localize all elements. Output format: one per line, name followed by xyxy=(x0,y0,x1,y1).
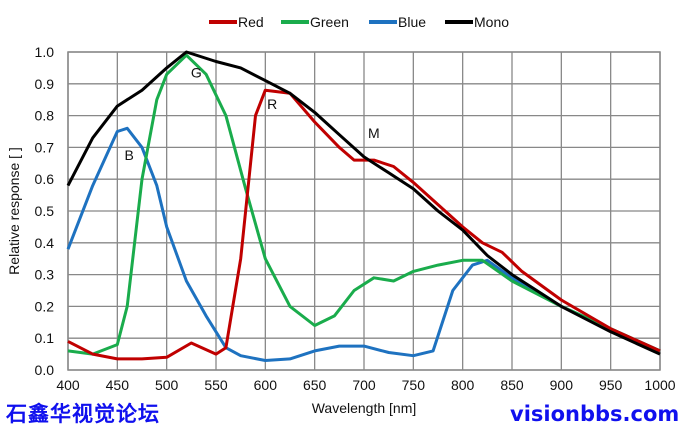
series-line-red xyxy=(67,88,661,361)
x-tick-label: 400 xyxy=(56,377,80,393)
x-tick-label: 450 xyxy=(106,377,130,393)
series-line-green xyxy=(67,53,661,356)
x-axis-label: Wavelength [nm] xyxy=(312,400,417,416)
watermark-url: visionbbs.com xyxy=(510,402,680,426)
y-tick-label: 1.0 xyxy=(35,44,55,60)
series-annotation-red: R xyxy=(267,96,277,112)
series-line-mono xyxy=(66,50,661,356)
x-tick-label: 1000 xyxy=(644,377,675,393)
x-tick-label: 850 xyxy=(500,377,524,393)
x-tick-label: 650 xyxy=(303,377,327,393)
y-tick-label: 0.1 xyxy=(35,330,55,346)
series-annotation-blue: B xyxy=(125,147,134,163)
x-tick-label: 550 xyxy=(204,377,228,393)
legend-label-green: Green xyxy=(310,14,349,30)
x-tick-label: 750 xyxy=(402,377,426,393)
y-tick-label: 0.6 xyxy=(35,171,55,187)
legend-label-red: Red xyxy=(238,14,264,30)
x-tick-label: 600 xyxy=(254,377,278,393)
x-tick-label: 700 xyxy=(352,377,376,393)
x-tick-label: 800 xyxy=(451,377,475,393)
y-tick-label: 0.7 xyxy=(35,139,55,155)
y-axis-label: Relative response [ ] xyxy=(6,147,22,275)
x-tick-label: 500 xyxy=(155,377,179,393)
y-tick-label: 0.0 xyxy=(35,362,55,378)
y-tick-label: 0.2 xyxy=(35,298,55,314)
legend-label-blue: Blue xyxy=(398,14,426,30)
x-tick-label: 900 xyxy=(550,377,574,393)
y-tick-label: 0.8 xyxy=(35,108,55,124)
y-tick-label: 0.9 xyxy=(35,76,55,92)
y-tick-label: 0.3 xyxy=(35,267,55,283)
watermark-title: 石鑫华视觉论坛 xyxy=(6,402,160,426)
y-tick-label: 0.4 xyxy=(35,235,55,251)
series-annotation-mono: M xyxy=(368,125,380,141)
legend-label-mono: Mono xyxy=(474,14,509,30)
x-tick-label: 950 xyxy=(599,377,623,393)
y-tick-label: 0.5 xyxy=(35,203,55,219)
series-annotation-green: G xyxy=(191,64,202,80)
